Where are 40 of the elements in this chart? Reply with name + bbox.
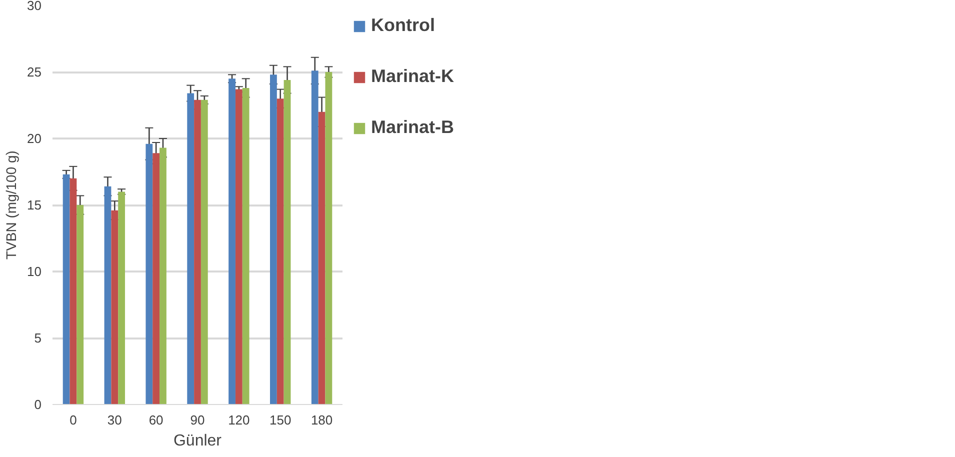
- bar: [70, 178, 77, 404]
- bar: [200, 100, 208, 404]
- y-tick-label: 5: [34, 330, 42, 346]
- y-axis-title: TVBN (mg/100 g): [3, 150, 20, 260]
- y-tick-label: 30: [27, 0, 42, 13]
- bar: [146, 144, 153, 404]
- y-tick-label: 20: [27, 131, 42, 146]
- bar: [270, 74, 277, 404]
- x-tick-label: 180: [310, 412, 333, 428]
- bar: [325, 72, 332, 404]
- bar: [104, 186, 112, 404]
- y-tick-label: 0: [34, 397, 42, 412]
- legend-label: Marinat-B: [371, 117, 454, 138]
- bar: [76, 205, 84, 404]
- x-tick-label: 120: [228, 412, 250, 428]
- bar: [228, 78, 236, 404]
- bar: [311, 70, 318, 404]
- x-tick-label: 0: [70, 412, 77, 428]
- legend-label: Marinat-K: [371, 66, 454, 87]
- bar: [118, 192, 125, 404]
- bar: [235, 89, 242, 404]
- x-axis-title: Günler: [173, 432, 222, 450]
- bar: [62, 174, 70, 404]
- bar: [318, 112, 326, 404]
- legend-label: Kontrol: [371, 15, 435, 36]
- x-tick-label: 90: [190, 412, 205, 428]
- bar: [160, 148, 166, 404]
- bar: [152, 153, 160, 404]
- bar: [187, 93, 194, 404]
- bar: [111, 210, 118, 404]
- bar: [284, 80, 291, 404]
- bar: [242, 88, 250, 404]
- x-tick-label: 60: [148, 412, 164, 428]
- x-tick-label: 30: [107, 412, 122, 428]
- x-tick-label: 150: [270, 412, 292, 428]
- y-tick-label: 25: [27, 64, 42, 80]
- y-tick-label: 10: [27, 264, 42, 279]
- bar: [194, 100, 201, 404]
- bar: [276, 98, 284, 404]
- y-tick-label: 15: [27, 198, 42, 212]
